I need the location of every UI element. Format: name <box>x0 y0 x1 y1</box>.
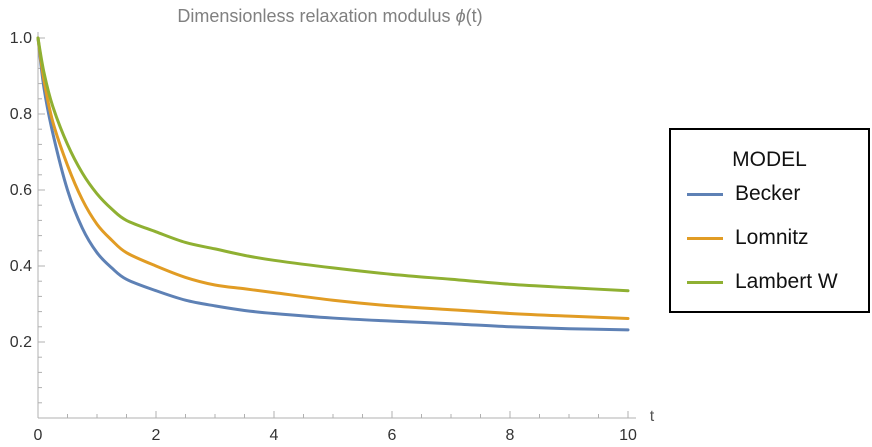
chart-title: Dimensionless relaxation modulus ϕ(t) <box>177 6 482 26</box>
legend-item-lomnitz: Lomnitz <box>687 224 809 252</box>
legend-item-lambert-w: Lambert W <box>687 268 838 296</box>
x-tick-label: 4 <box>270 427 279 444</box>
series-layer <box>36 36 630 332</box>
y-tick-label: 0.8 <box>10 106 32 123</box>
y-tick-label: 0.4 <box>10 258 32 275</box>
legend-label-lomnitz: Lomnitz <box>735 226 809 249</box>
x-tick-label: 0 <box>34 427 43 444</box>
x-tick-label: 6 <box>388 427 397 444</box>
y-tick-label: 0.6 <box>10 182 32 199</box>
y-tick-label: 1.0 <box>10 30 32 47</box>
x-tick-label: 8 <box>506 427 515 444</box>
legend-label-becker: Becker <box>735 182 801 205</box>
y-tick-label: 0.2 <box>10 334 32 351</box>
legend-swatch-becker <box>687 192 723 196</box>
x-tick-label: 2 <box>152 427 161 444</box>
x-tick-label: 10 <box>619 427 637 444</box>
series-line-lomnitz <box>36 36 630 320</box>
legend-label-lambert-w: Lambert W <box>735 270 838 293</box>
axes: 0 2 4 6 8 10 0.2 0.4 0.6 0.8 1.0 t <box>10 30 655 444</box>
series-line-becker <box>36 36 630 332</box>
series-line-lambert-w <box>36 36 630 293</box>
legend-swatch-lomnitz <box>687 236 723 240</box>
x-axis-label: t <box>650 408 655 425</box>
legend-title: MODEL <box>732 148 807 171</box>
legend-item-becker: Becker <box>687 180 800 208</box>
legend: MODEL Becker Lomnitz Lambert W <box>669 128 870 313</box>
legend-swatch-lambert-w <box>687 280 723 284</box>
